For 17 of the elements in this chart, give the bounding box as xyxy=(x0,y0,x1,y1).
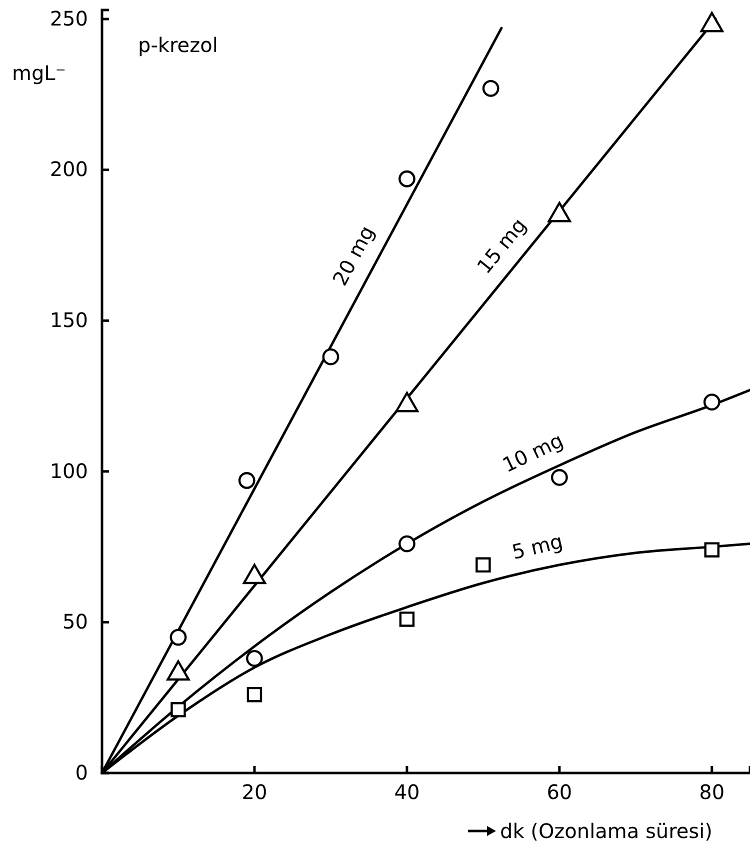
text: 10 mg xyxy=(498,428,567,478)
x-tick-label: 80 xyxy=(699,780,725,804)
x-tick-label: 60 xyxy=(546,780,572,804)
y-tick-label: 200 xyxy=(50,157,88,182)
y-tick-label: 100 xyxy=(50,458,88,483)
text: p-krezol xyxy=(138,33,218,57)
y-tick-label: 0 xyxy=(75,760,88,784)
x-tick-label: 40 xyxy=(394,780,420,804)
y-tick-label: 50 xyxy=(62,610,88,634)
y-tick-label: 250 xyxy=(50,6,88,30)
x-tick-label: 20 xyxy=(242,780,268,804)
y-axis-title: mgL⁻ xyxy=(12,61,66,85)
text: 5 mg xyxy=(510,528,566,564)
y-tick-label: 150 xyxy=(50,308,88,332)
text: 15 mg xyxy=(472,213,531,278)
x-axis-title: dk (Ozonlama süresi) xyxy=(500,819,712,843)
text: 20 mg xyxy=(328,222,380,290)
